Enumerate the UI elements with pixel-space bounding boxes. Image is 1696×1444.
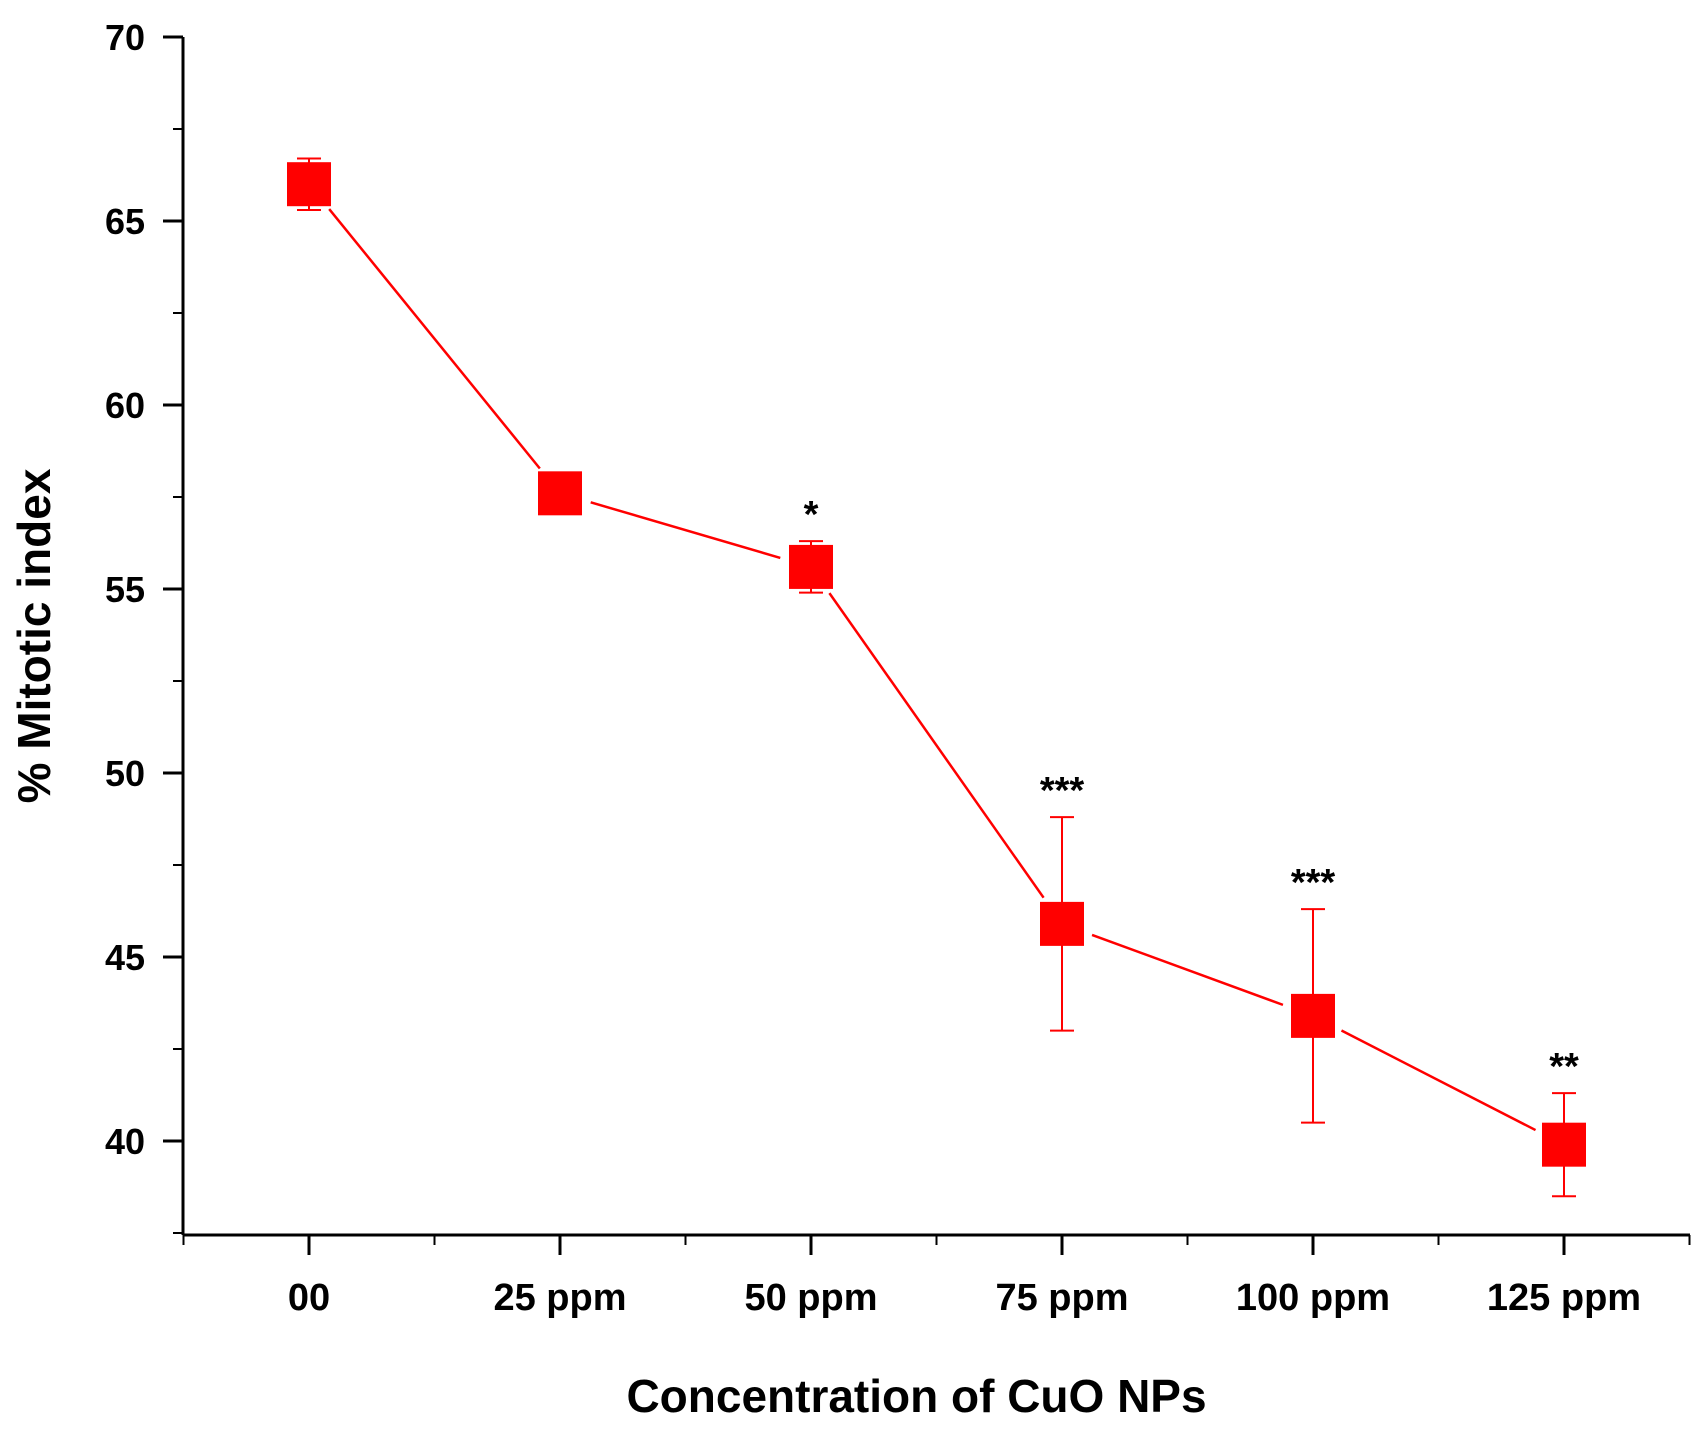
data-point-marker bbox=[789, 544, 833, 589]
series-line-segment bbox=[828, 592, 1045, 899]
y-tick-label: 45 bbox=[105, 937, 145, 978]
annotation-layer: ********* bbox=[804, 494, 1579, 1088]
series-line-segment bbox=[1340, 1029, 1537, 1132]
x-tick-label: 100 ppm bbox=[1236, 1277, 1390, 1319]
y-tick-label: 40 bbox=[105, 1121, 145, 1162]
y-ticks: 40 45 50 55 60 65 70 bbox=[105, 17, 183, 1234]
y-axis-title: % Mitotic index bbox=[8, 468, 60, 803]
x-tick-label: 75 ppm bbox=[995, 1277, 1128, 1319]
significance-marker: ** bbox=[1549, 1046, 1579, 1088]
x-axis-title: Concentration of CuO NPs bbox=[626, 1370, 1206, 1422]
data-point-marker bbox=[1040, 901, 1084, 946]
x-tick-label: 50 ppm bbox=[744, 1277, 877, 1319]
significance-marker: *** bbox=[1040, 770, 1085, 812]
data-point-marker bbox=[538, 471, 582, 516]
series-line-segment bbox=[590, 501, 781, 560]
series-layer bbox=[287, 157, 1586, 1198]
y-tick-label: 65 bbox=[105, 201, 145, 242]
axes bbox=[181, 37, 1690, 1237]
data-point-marker bbox=[1291, 993, 1335, 1038]
significance-marker: *** bbox=[1291, 862, 1336, 904]
data-point-marker bbox=[1542, 1122, 1586, 1167]
y-tick-label: 55 bbox=[105, 569, 145, 610]
y-tick-label: 50 bbox=[105, 753, 145, 794]
series-line-segment bbox=[1091, 933, 1284, 1007]
series-line-segment bbox=[328, 208, 541, 470]
y-tick-label: 70 bbox=[105, 17, 145, 58]
x-tick-label: 125 ppm bbox=[1487, 1277, 1641, 1319]
data-point-marker bbox=[287, 162, 331, 207]
significance-marker: * bbox=[804, 494, 819, 536]
x-tick-label: 25 ppm bbox=[493, 1277, 626, 1319]
x-ticks: 00 25 ppm 50 ppm 75 ppm 100 ppm 125 ppm bbox=[182, 1235, 1691, 1319]
x-tick-label: 00 bbox=[288, 1277, 330, 1319]
y-tick-label: 60 bbox=[105, 385, 145, 426]
